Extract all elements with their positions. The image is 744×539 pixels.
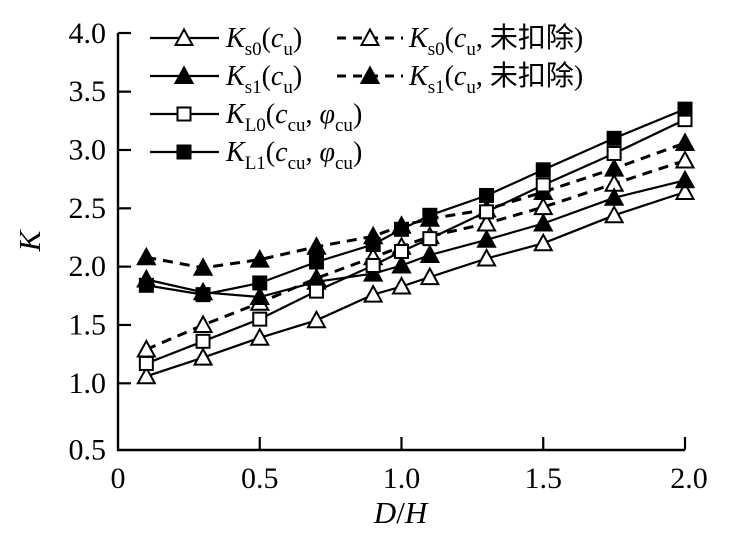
y-axis-title: K bbox=[12, 228, 47, 252]
marker-square-open bbox=[365, 257, 381, 273]
legend-label-KL0: KL0(ccu, φcu) bbox=[225, 99, 362, 136]
marker-square-filled bbox=[422, 207, 438, 223]
legend-label-Ks0_raw: Ks0(cu, 未扣除) bbox=[408, 22, 583, 60]
marker-triangle-filled bbox=[674, 132, 696, 151]
marker-square-open bbox=[479, 204, 495, 220]
marker-square-filled bbox=[365, 236, 381, 252]
marker-triangle-open bbox=[136, 338, 157, 358]
marker-square-open bbox=[252, 311, 268, 327]
marker-square-open bbox=[308, 283, 324, 299]
marker-triangle-open bbox=[249, 327, 270, 346]
marker-square-filled bbox=[606, 130, 622, 146]
marker-triangle-open bbox=[306, 309, 327, 329]
marker-square-open bbox=[535, 177, 551, 193]
marker-triangle-filled bbox=[419, 244, 441, 263]
legend-label-Ks1: Ks1(cu) bbox=[225, 61, 302, 98]
marker-triangle-open bbox=[419, 266, 441, 286]
marker-triangle-open bbox=[192, 347, 214, 366]
legend-entry-Ks0 bbox=[150, 27, 219, 46]
marker-triangle-filled bbox=[476, 229, 497, 248]
series-KL1 bbox=[138, 101, 693, 303]
marker-triangle-filled bbox=[249, 249, 270, 268]
marker-square-filled bbox=[195, 287, 211, 303]
legend-entry-Ks0_raw bbox=[337, 27, 403, 46]
marker-triangle-open bbox=[674, 181, 696, 200]
legend-entry-KL0 bbox=[150, 106, 219, 122]
marker-triangle-filled bbox=[173, 65, 195, 84]
x-axis-title: D/H bbox=[373, 495, 429, 530]
marker-triangle-open bbox=[674, 149, 696, 169]
marker-triangle-filled bbox=[533, 212, 554, 232]
legend-entry-Ks1_raw bbox=[337, 65, 403, 84]
marker-triangle-open bbox=[533, 232, 554, 252]
series-line-Ks0 bbox=[145, 190, 686, 378]
marker-square-filled bbox=[308, 254, 324, 270]
legend-label-Ks1_raw: Ks1(cu, 未扣除) bbox=[408, 60, 583, 98]
marker-square-open bbox=[195, 333, 211, 349]
marker-triangle-filled bbox=[674, 169, 696, 189]
marker-square-filled bbox=[138, 277, 154, 293]
marker-triangle-filled bbox=[192, 257, 214, 276]
marker-square-filled bbox=[479, 187, 495, 203]
series-Ks0 bbox=[136, 181, 696, 385]
marker-square-open bbox=[606, 145, 622, 161]
y-tick-label: 3.5 bbox=[69, 75, 107, 108]
y-tick-label: 2.5 bbox=[69, 192, 107, 225]
y-tick-label: 3.0 bbox=[69, 133, 107, 166]
y-tick-label: 4.0 bbox=[69, 17, 107, 50]
x-tick-label: 2.0 bbox=[670, 462, 708, 495]
marker-square-open bbox=[394, 243, 409, 259]
marker-square-filled bbox=[252, 275, 268, 291]
marker-triangle-filled bbox=[306, 236, 327, 255]
marker-triangle-filled bbox=[391, 254, 412, 274]
marker-square-filled bbox=[394, 221, 409, 237]
marker-square-filled bbox=[176, 144, 192, 160]
legend-label-KL1: KL1(ccu, φcu) bbox=[225, 137, 362, 174]
y-tick-label: 2.0 bbox=[69, 250, 107, 283]
y-tick-label: 0.5 bbox=[69, 434, 107, 467]
x-tick-label: 0 bbox=[111, 462, 126, 495]
marker-triangle-open bbox=[362, 284, 384, 303]
legend-entry-Ks1 bbox=[150, 65, 219, 84]
legend-label-Ks0: Ks0(cu) bbox=[225, 23, 302, 60]
series-line-Ks1 bbox=[146, 179, 686, 299]
marker-triangle-filled bbox=[249, 286, 270, 305]
y-tick-label: 1.0 bbox=[69, 367, 107, 400]
x-tick-label: 0.5 bbox=[241, 462, 279, 495]
x-tick-label: 1.0 bbox=[383, 462, 421, 495]
x-tick-label: 1.5 bbox=[525, 462, 563, 495]
marker-square-open bbox=[138, 355, 154, 371]
marker-triangle-open bbox=[391, 275, 412, 295]
marker-triangle-open bbox=[136, 365, 157, 385]
axis-lines bbox=[116, 33, 685, 452]
marker-triangle-filled bbox=[603, 187, 625, 206]
marker-square-open bbox=[176, 106, 192, 122]
series-KL0 bbox=[138, 112, 693, 371]
series-line-Ks0_raw bbox=[145, 159, 686, 351]
marker-triangle-open bbox=[173, 27, 195, 46]
y-tick-label: 1.5 bbox=[69, 308, 107, 341]
marker-triangle-open bbox=[192, 314, 214, 333]
marker-square-filled bbox=[535, 162, 551, 178]
marker-triangle-filled bbox=[603, 158, 625, 177]
marker-triangle-open bbox=[603, 204, 625, 224]
series-Ks0_raw bbox=[136, 149, 696, 358]
marker-triangle-filled bbox=[359, 65, 381, 84]
marker-square-open bbox=[422, 231, 438, 247]
marker-triangle-filled bbox=[136, 246, 157, 266]
marker-triangle-open bbox=[359, 27, 381, 46]
legend-entry-KL1 bbox=[150, 144, 219, 160]
marker-triangle-open bbox=[476, 247, 497, 267]
marker-square-filled bbox=[677, 101, 693, 117]
